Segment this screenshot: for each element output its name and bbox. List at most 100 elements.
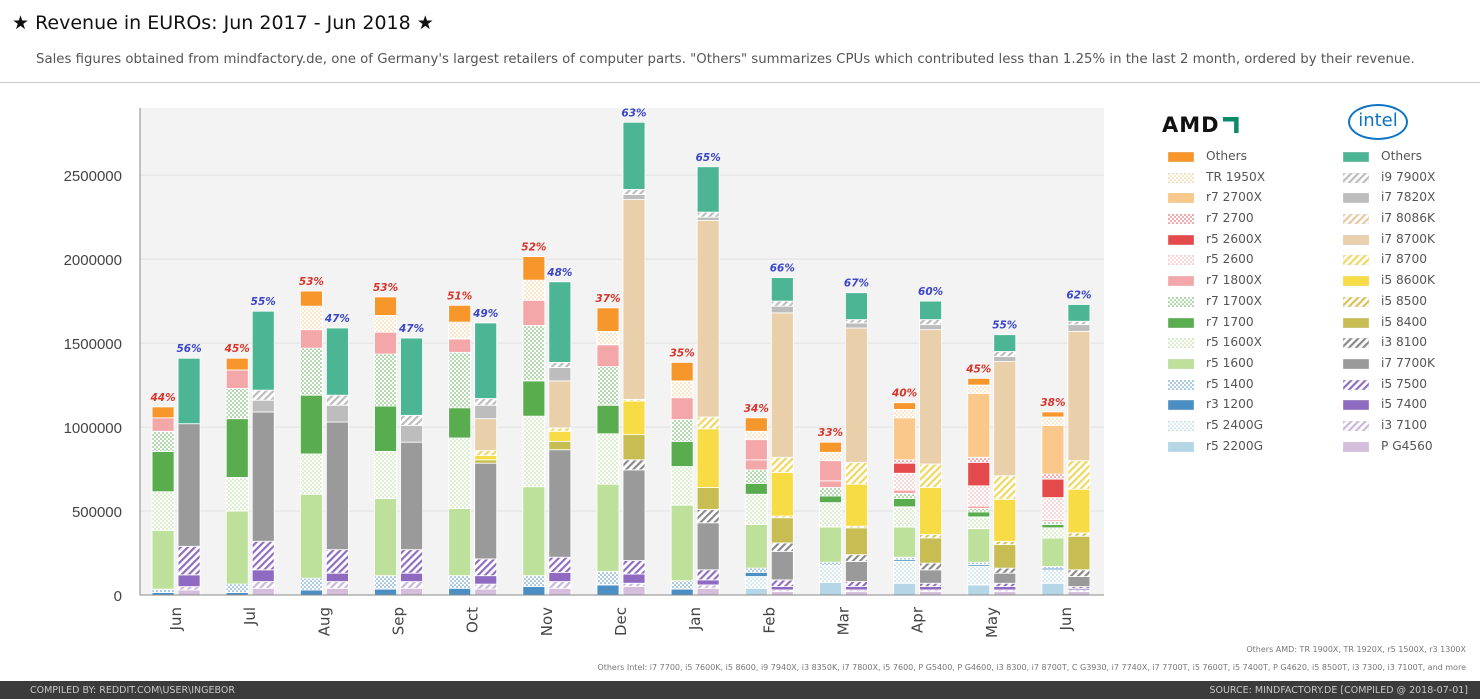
bar-segment-amd-r5-1400 (448, 575, 472, 589)
bar-segment-amd-r7-1700x (225, 388, 249, 420)
bar-segment-amd-others (374, 296, 397, 316)
bar-segment-amd-r5-1600 (893, 526, 917, 558)
bar-segment-amd-others (448, 304, 472, 323)
y-tick-label: 1000000 (64, 420, 122, 437)
bar-segment-intel-p-g4560 (548, 587, 572, 596)
bar-segment-amd-others (893, 402, 917, 410)
bar-segment-intel-others (400, 337, 423, 416)
intel-share-label: 49% (472, 308, 498, 320)
bar-segment-amd-tr-1950x (299, 305, 323, 331)
bar-segment-amd-r5-1400 (596, 571, 620, 586)
bar-segment-intel-i5-8400 (622, 434, 646, 461)
bar-segment-amd-r7-1700 (596, 404, 620, 435)
bar-segment-amd-r7-1800x (448, 338, 472, 353)
bar-segment-intel-p-g4560 (474, 588, 498, 596)
legend-label: r7 2700 (1206, 211, 1254, 226)
bar-segment-intel-i7-7700k (622, 469, 646, 561)
bar-segment-intel-i7-7820x (622, 194, 646, 200)
legend-swatch (1343, 234, 1369, 245)
intel-share-label: 67% (844, 278, 869, 290)
bar-segment-intel-i7-8700 (474, 450, 498, 457)
bar-segment-amd-tr-1950x (374, 314, 397, 333)
bar-segment-intel-i7-7820x (400, 424, 423, 443)
title-divider (0, 82, 1480, 83)
bar-segment-amd-r7-1700x (448, 351, 472, 409)
intel-share-label: 48% (546, 267, 572, 279)
bar-segment-intel-others (770, 277, 794, 302)
bar-segment-amd-r5-1600x (522, 415, 546, 488)
bar-segment-amd-tr-1950x (819, 451, 842, 462)
bar-segment-amd-r5-2200g (893, 582, 917, 596)
bar-segment-amd-r7-1800x (893, 489, 917, 494)
bar-segment-amd-r5-2600x (967, 461, 991, 487)
bar-segment-intel-i7-7700k (845, 561, 868, 582)
bar-segment-intel-i5-7400 (177, 574, 201, 588)
bar-segment-amd-others (967, 377, 991, 386)
legend-swatch (1168, 358, 1194, 369)
amd-share-label: 45% (224, 343, 250, 355)
bar-segment-intel-others (919, 300, 943, 320)
bar-segment-intel-i5-8600k (993, 498, 1017, 542)
bar-segment-intel-i7-7820x (919, 324, 943, 331)
bar-segment-intel-i9-7900x (251, 389, 275, 401)
legend-swatch (1343, 420, 1369, 431)
legend-swatch (1168, 172, 1194, 183)
bar-segment-intel-p-g4560 (251, 587, 275, 596)
bar-segment-amd-r7-1700 (967, 511, 991, 518)
x-tick-label: May (983, 607, 1001, 638)
bar-segment-intel-i7-8700 (1067, 460, 1091, 490)
bar-segment-intel-i7-7700k (400, 441, 423, 551)
bar-segment-intel-i5-8600k (696, 428, 720, 488)
bar-segment-intel-i5-8500 (1067, 532, 1091, 537)
x-tick-label: Sep (390, 607, 408, 635)
bar-segment-intel-i5-8600k (770, 472, 794, 517)
x-tick-label: Jun (167, 607, 185, 631)
bar-segment-amd-tr-1950x (893, 409, 917, 419)
bar-segment-intel-i7-8700 (919, 463, 943, 488)
bar-segment-amd-r3-1200 (448, 587, 472, 596)
bar-segment-intel-i5-8400 (548, 440, 572, 451)
bar-segment-intel-i7-8700k (919, 329, 943, 465)
bar-segment-intel-i5-8600k (845, 483, 868, 527)
bar-segment-amd-r5-1400 (299, 577, 323, 591)
bar-segment-amd-tr-1950x (967, 384, 991, 394)
legend-label: r3 1200 (1206, 397, 1254, 412)
bar-segment-intel-i5-8500 (919, 534, 943, 539)
bar-segment-intel-i9-7900x (325, 394, 349, 406)
bar-segment-amd-r7-1800x (596, 344, 620, 368)
bar-segment-amd-r5-1600x (893, 506, 917, 528)
bar-segment-amd-r5-2400g (744, 576, 768, 589)
amd-share-label: 34% (744, 403, 769, 415)
bar-segment-amd-r5-2400g (967, 566, 991, 586)
bar-segment-amd-r7-1700 (225, 418, 249, 478)
bar-segment-amd-r5-1600x (596, 433, 620, 485)
bar-segment-amd-r5-1600 (596, 483, 620, 572)
bar-segment-intel-i5-7500 (845, 581, 868, 588)
bar-segment-amd-others (1041, 411, 1065, 418)
bar-segment-amd-r5-1400 (819, 561, 842, 567)
bar-segment-intel-i5-8600k (1067, 488, 1091, 534)
bar-segment-intel-i3-7100 (251, 581, 275, 589)
bar-segment-intel-i5-7500 (993, 582, 1017, 588)
bar-segment-intel-others (622, 121, 646, 190)
bar-segment-amd-tr-1950x (670, 380, 694, 399)
legend-swatch (1343, 214, 1369, 225)
bar-segment-amd-r7-1700 (819, 495, 842, 504)
bar-segment-intel-i7-8700 (548, 427, 572, 432)
legend-swatch (1343, 441, 1369, 452)
legend-swatch (1168, 441, 1194, 452)
bar-segment-amd-r5-1400 (670, 580, 694, 590)
y-tick-label: 1500000 (64, 336, 122, 353)
y-tick-label: 0 (114, 588, 122, 605)
bar-segment-intel-i5-8400 (474, 459, 498, 464)
legend-swatch (1343, 317, 1369, 328)
bar-segment-amd-r3-1200 (299, 589, 323, 596)
bar-segment-amd-r5-2600 (1041, 497, 1065, 520)
bar-segment-intel-i9-7900x (1067, 320, 1091, 326)
legend-label: i3 7100 (1381, 417, 1428, 432)
amd-share-label: 33% (818, 427, 843, 439)
bar-segment-intel-i7-7700k (993, 572, 1017, 584)
bar-segment-amd-r7-1700x (670, 419, 694, 442)
amd-share-label: 37% (595, 293, 620, 305)
bar-segment-intel-i5-8400 (845, 527, 868, 556)
